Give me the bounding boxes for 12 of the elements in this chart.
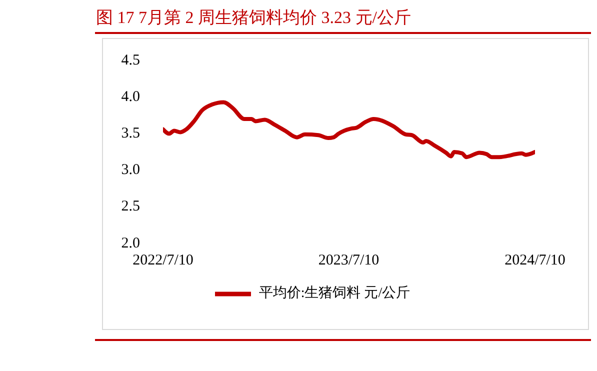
x-tick-label: 2023/7/10 xyxy=(318,252,380,269)
line-series xyxy=(163,100,535,160)
y-tick-label: 4.5 xyxy=(121,52,140,68)
legend-label: 平均价:生猪饲料 元/公斤 xyxy=(258,286,410,302)
y-tick-label: 3.0 xyxy=(121,162,140,178)
x-tick-label: 2022/7/10 xyxy=(132,252,194,269)
chart-title: 图 17 7月第 2 周生猪饲料均价 3.23 元/公斤 xyxy=(96,7,411,29)
y-tick-label: 3.5 xyxy=(121,126,140,142)
y-tick-label: 2.5 xyxy=(121,198,140,215)
y-tick-label: 4.0 xyxy=(121,88,140,105)
x-tick-label: 2024/7/10 xyxy=(504,252,566,269)
y-tick-label: 2.0 xyxy=(121,235,140,252)
